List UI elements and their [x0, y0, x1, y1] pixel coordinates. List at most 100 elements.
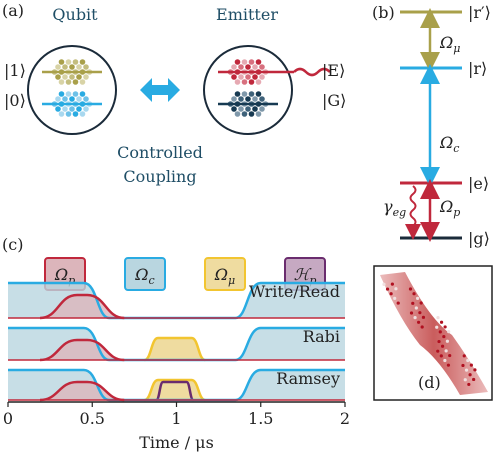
decay [405, 185, 421, 240]
atom [469, 363, 473, 367]
atom [76, 106, 82, 112]
atom [241, 79, 248, 85]
legend-label: ℋp [294, 265, 317, 287]
atom [62, 106, 68, 112]
atom [436, 316, 440, 320]
caption: Controlled [117, 143, 203, 162]
atom [438, 330, 442, 334]
atom [241, 111, 248, 117]
atom [382, 282, 386, 286]
atom [72, 91, 79, 97]
coupling-arrow [140, 78, 180, 102]
atom [255, 91, 262, 97]
atom [245, 74, 251, 80]
atom [408, 287, 413, 291]
atom [418, 311, 422, 315]
atom [259, 74, 265, 80]
atom [65, 59, 72, 65]
atom [241, 59, 248, 65]
atom [414, 306, 418, 310]
legend-subscript: μ [228, 274, 235, 287]
panel-d: (d) [373, 265, 493, 401]
legend-box [124, 257, 166, 291]
legend-symbol: Ω [214, 265, 228, 284]
atom [245, 96, 251, 102]
level-label: |e⟩ [468, 174, 489, 193]
caption: Coupling [123, 167, 196, 186]
atom [72, 79, 79, 85]
pulse [39, 338, 125, 362]
atom [443, 358, 447, 363]
atom [466, 358, 470, 363]
atom [439, 354, 443, 358]
atom [65, 111, 72, 117]
atom [58, 91, 65, 97]
atom [446, 363, 451, 367]
state-label: |1⟩ [4, 61, 26, 80]
atom [252, 74, 258, 80]
atom [69, 74, 75, 80]
atom [58, 111, 65, 117]
pulse [39, 293, 125, 320]
atom [234, 79, 241, 85]
atom [439, 320, 444, 324]
emission [293, 67, 331, 77]
level-label: |r⟩ [468, 59, 487, 78]
atom [238, 96, 244, 102]
atom [463, 378, 467, 382]
atom [462, 354, 466, 358]
atom [248, 91, 255, 97]
atom [55, 74, 61, 80]
atom [421, 315, 426, 319]
atom [238, 106, 244, 112]
atom [231, 64, 237, 70]
panel-a: (a) Qubit Emitter |1⟩ |0⟩ |E⟩ |G⟩ Contro… [2, 1, 346, 186]
atom [238, 64, 244, 70]
pulse [155, 380, 195, 402]
emitter-circle [203, 45, 293, 135]
atom [445, 339, 449, 343]
atom [409, 311, 414, 315]
panel-label: (b) [372, 3, 395, 22]
pulse [39, 380, 125, 402]
atom [248, 79, 255, 85]
atom [79, 91, 86, 97]
atom [473, 368, 477, 372]
atom [437, 339, 441, 344]
atom [65, 79, 72, 85]
pulse-fill [144, 338, 206, 360]
panel-label: (c) [2, 235, 23, 254]
atom [83, 64, 89, 70]
atom [234, 91, 241, 97]
legend-subscript: p [309, 274, 316, 287]
panel-b: (b) |r′⟩ |r⟩ |e⟩ |g⟩ Ωμ Ωc Ωp γeg [372, 3, 491, 248]
atom [245, 64, 251, 70]
coupling-label: Ωp [439, 197, 460, 219]
atom [252, 96, 258, 102]
state-label: |0⟩ [4, 91, 26, 110]
atom [72, 59, 79, 65]
atom [79, 111, 86, 117]
atom [58, 59, 65, 65]
legend-symbol: Ω [54, 265, 68, 284]
pulse [144, 336, 206, 362]
legend-symbol: ℋ [294, 265, 312, 284]
atom [255, 111, 262, 117]
atom [468, 373, 472, 377]
atom [447, 330, 451, 334]
atom [385, 287, 390, 291]
atom [83, 74, 89, 80]
state-label: |E⟩ [322, 61, 345, 80]
atom [58, 79, 65, 85]
atom [394, 287, 398, 291]
atom [435, 325, 439, 329]
atom [259, 96, 265, 102]
atom [76, 96, 82, 102]
atom [62, 64, 68, 70]
atom [411, 301, 415, 305]
coupling-label: Ωc [439, 133, 459, 155]
atom [62, 74, 68, 80]
atom [238, 74, 244, 80]
pulse [144, 378, 206, 402]
